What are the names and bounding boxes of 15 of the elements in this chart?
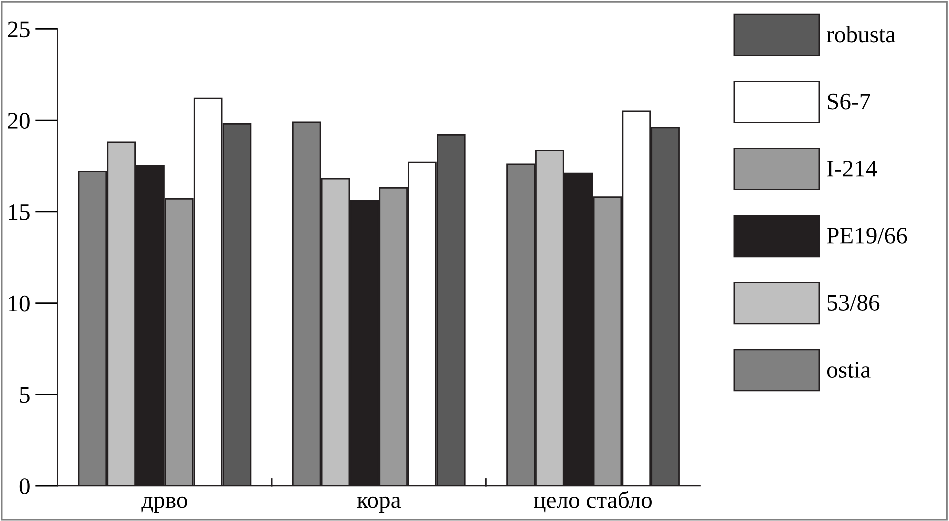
x-tick-label: дрво bbox=[142, 496, 188, 514]
x-tick-label: кора bbox=[357, 496, 401, 514]
legend-label: I-214 bbox=[827, 160, 878, 177]
y-tick-label: 25 bbox=[8, 22, 30, 38]
y-tick-label: 15 bbox=[9, 204, 30, 220]
legend-label: 53/86 bbox=[828, 295, 880, 311]
x-tick-label: цело стабло bbox=[534, 491, 652, 513]
legend-label: robusta bbox=[827, 26, 896, 43]
y-tick-label: 0 bbox=[20, 478, 30, 495]
legend-label: ostia bbox=[827, 362, 871, 378]
y-tick-label: 5 bbox=[20, 387, 30, 404]
legend-label: PE19/66 bbox=[827, 228, 908, 244]
y-tick-label: 10 bbox=[9, 296, 30, 312]
y-tick-label: 20 bbox=[8, 113, 30, 129]
legend-label: S6-7 bbox=[828, 94, 870, 110]
